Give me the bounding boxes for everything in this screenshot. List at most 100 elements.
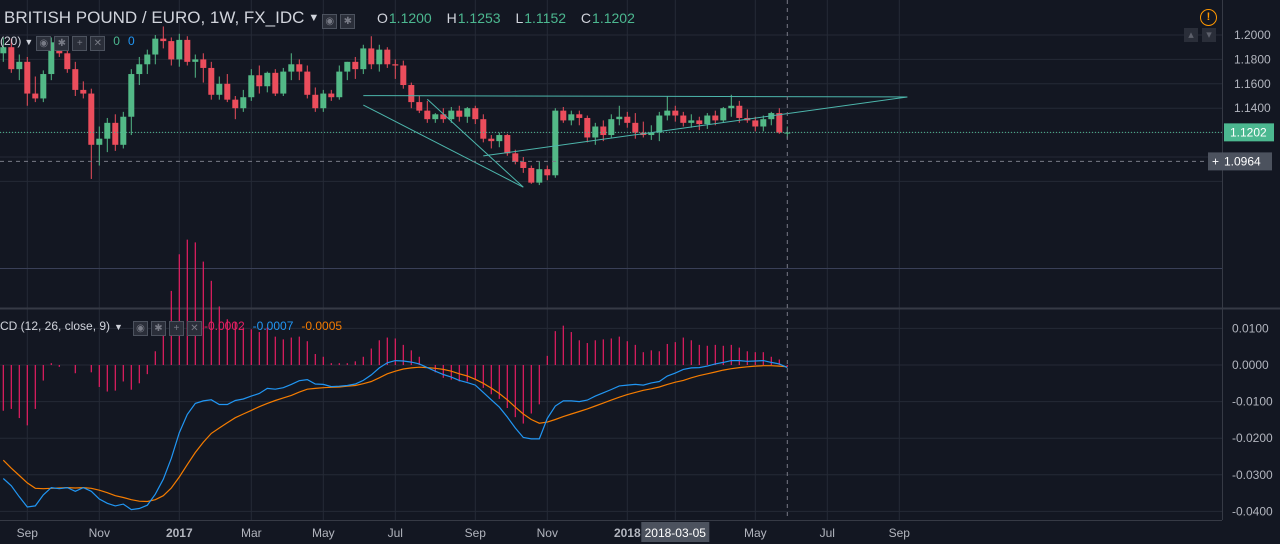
macd-tick-label: -0.0100: [1232, 395, 1273, 409]
candle-body: [120, 116, 127, 145]
candle-body: [624, 116, 631, 123]
low-value: 1.1152: [524, 10, 567, 26]
candle-body: [776, 113, 783, 133]
chevron-down-icon[interactable]: ▼: [24, 37, 34, 47]
eye-icon[interactable]: ◉: [36, 36, 52, 51]
symbol-title-text: BRITISH POUND / EURO, 1W, FX_IDC: [4, 8, 305, 27]
candle-body: [680, 115, 687, 123]
candle-body: [656, 115, 663, 133]
macd-tick-label: 0.0100: [1232, 321, 1269, 335]
candle-body: [224, 83, 231, 100]
candle-body: [104, 122, 111, 139]
trendline: [426, 98, 524, 188]
high-label: H: [446, 10, 457, 26]
time-tick-label: Nov: [537, 526, 558, 540]
candle-body: [328, 93, 335, 98]
bollinger-legend[interactable]: (20) ▼ ◉ ✱ + ✕ 0 0: [0, 34, 135, 51]
plus-icon[interactable]: +: [168, 321, 184, 336]
pane-maximize-icon[interactable]: ▴: [1184, 28, 1198, 42]
candle-body: [0, 47, 7, 54]
candle-body: [696, 120, 703, 125]
crosshair-date-tag: [641, 522, 710, 542]
candle-body: [568, 114, 575, 121]
macd-line-value: -0.0007: [252, 319, 294, 333]
candle-body: [304, 71, 311, 95]
trendlines: [363, 95, 908, 188]
close-icon[interactable]: ✕: [186, 321, 202, 336]
candle-body: [488, 138, 495, 142]
candle-body: [216, 83, 223, 95]
candle-body: [96, 138, 103, 145]
candle-body: [184, 39, 191, 62]
candle-body: [192, 59, 199, 62]
pane-minimize-icon[interactable]: ▾: [1202, 28, 1216, 42]
candle-body: [384, 49, 391, 65]
candle-body: [256, 75, 263, 87]
candle-body: [376, 49, 383, 65]
eye-icon[interactable]: ◉: [322, 14, 338, 29]
candle-body: [136, 64, 143, 75]
candle-body: [592, 126, 599, 138]
crosshair-plus: +: [1212, 154, 1219, 168]
chevron-down-icon[interactable]: ▼: [308, 12, 320, 24]
gear-icon[interactable]: ✱: [54, 36, 70, 51]
macd-tick-label: 0.0000: [1232, 358, 1269, 372]
candle-body: [752, 120, 759, 127]
crosshair-price-label: 1.0964: [1224, 154, 1261, 168]
candle-body: [232, 99, 239, 109]
crosshair-date-label: 2018-03-05: [645, 526, 707, 540]
chevron-down-icon[interactable]: ▼: [114, 322, 123, 332]
gear-icon[interactable]: ✱: [150, 321, 166, 336]
candle-body: [48, 42, 55, 75]
last-price-tag: [1224, 123, 1274, 142]
candle-body: [296, 64, 303, 72]
candle-body: [200, 59, 207, 68]
candle-body: [88, 93, 95, 145]
candle-body: [584, 117, 591, 138]
candle-body: [288, 64, 295, 72]
candle-body: [40, 74, 47, 99]
candle-body: [528, 167, 535, 183]
candle-body: [352, 61, 359, 70]
candle-body: [544, 169, 551, 176]
candle-body: [16, 61, 23, 70]
candle-body: [760, 119, 767, 127]
candle-body: [144, 54, 151, 65]
time-tick-label: Sep: [17, 526, 39, 540]
price-tick-label: 1.1800: [1234, 52, 1271, 66]
candle-body: [176, 39, 183, 60]
macd-legend[interactable]: CD (12, 26, close, 9) ▼ ◉ ✱ + ✕ -0.0002 -0.0007…: [0, 319, 342, 336]
candle-body: [672, 110, 679, 116]
candle-body: [264, 72, 271, 87]
eye-icon[interactable]: ◉: [132, 321, 148, 336]
open-label: O: [377, 10, 388, 26]
candle-body: [400, 65, 407, 86]
candle-body: [8, 47, 15, 70]
candle-body: [520, 161, 527, 168]
time-tick-label: May: [744, 526, 767, 540]
alert-icon[interactable]: !: [1200, 9, 1217, 26]
macd-label: CD (12, 26, close, 9): [0, 319, 111, 333]
symbol-title[interactable]: BRITISH POUND / EURO, 1W, FX_IDC ▼ ◉ ✱: [4, 8, 356, 29]
candle-body: [432, 114, 439, 120]
candle-body: [720, 108, 727, 121]
plus-icon[interactable]: +: [72, 36, 88, 51]
candle-body: [728, 105, 735, 109]
candle-body: [424, 110, 431, 120]
candle-body: [240, 97, 247, 109]
candle-body: [72, 69, 79, 90]
candle-body: [320, 93, 327, 109]
time-tick-label: Sep: [889, 526, 911, 540]
close-icon[interactable]: ✕: [90, 36, 106, 51]
price-tick-label: 1.2000: [1234, 28, 1271, 42]
last-price-label: 1.1202: [1230, 125, 1267, 139]
gear-icon[interactable]: ✱: [340, 14, 356, 29]
candle-body: [480, 119, 487, 139]
candle-body: [704, 115, 711, 125]
time-tick-label: May: [312, 526, 335, 540]
candle-body: [312, 94, 319, 109]
candle-body: [80, 89, 87, 94]
candle-body: [560, 110, 567, 121]
